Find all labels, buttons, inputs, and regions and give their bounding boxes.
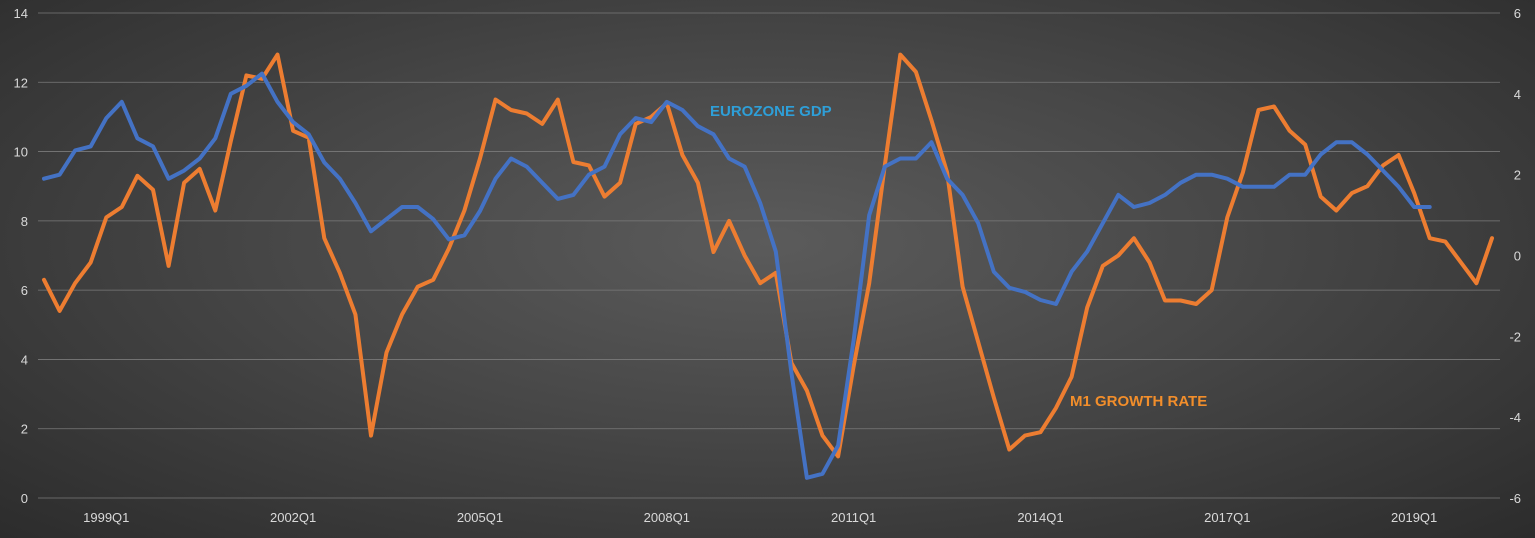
series-label-m1-growth-rate: M1 GROWTH RATE bbox=[1070, 393, 1207, 410]
right-axis-tick-label: -2 bbox=[1509, 329, 1521, 344]
series-line-m1-growth-rate bbox=[42, 52, 1494, 459]
left-axis-tick-label: 6 bbox=[21, 283, 28, 298]
x-axis-tick-label: 1999Q1 bbox=[83, 510, 129, 525]
right-axis-tick-label: 6 bbox=[1514, 6, 1521, 21]
x-axis-tick-label: 2014Q1 bbox=[1017, 510, 1063, 525]
left-axis-tick-label: 12 bbox=[14, 75, 28, 90]
x-axis-tick-label: 2011Q1 bbox=[831, 510, 876, 525]
left-axis-tick-label: 14 bbox=[14, 6, 28, 21]
series-lines bbox=[42, 52, 1494, 480]
x-axis-tick-label: 2002Q1 bbox=[270, 510, 316, 525]
left-axis-tick-label: 4 bbox=[21, 352, 28, 367]
right-axis-tick-label: -6 bbox=[1509, 491, 1521, 506]
x-axis-ticks: 1999Q1 2002Q1 2005Q1 2008Q1 2011Q1 2014Q1 2017… bbox=[83, 510, 1437, 525]
x-axis-tick-label: 2019Q1 bbox=[1391, 510, 1437, 525]
series-label-eurozone-gdp: EUROZONE GDP bbox=[710, 103, 832, 120]
right-axis-tick-label: 0 bbox=[1514, 249, 1521, 264]
left-axis-ticks: 0 2 4 6 8 10 12 14 bbox=[14, 6, 28, 506]
left-axis-tick-label: 2 bbox=[21, 422, 28, 437]
right-axis-tick-label: -4 bbox=[1509, 410, 1521, 425]
x-axis-tick-label: 2008Q1 bbox=[644, 510, 690, 525]
left-axis-tick-label: 8 bbox=[21, 214, 28, 229]
series-line-eurozone-gdp bbox=[42, 71, 1432, 480]
x-axis-tick-label: 2017Q1 bbox=[1204, 510, 1250, 525]
gridlines bbox=[38, 12, 1500, 499]
right-axis-tick-label: 4 bbox=[1514, 87, 1521, 102]
left-axis-tick-label: 10 bbox=[14, 145, 28, 160]
right-axis-tick-label: 2 bbox=[1514, 168, 1521, 183]
right-axis-ticks: -6 -4 -2 0 2 4 6 bbox=[1509, 6, 1521, 506]
left-axis-tick-label: 0 bbox=[21, 491, 28, 506]
x-axis-tick-label: 2005Q1 bbox=[457, 510, 503, 525]
